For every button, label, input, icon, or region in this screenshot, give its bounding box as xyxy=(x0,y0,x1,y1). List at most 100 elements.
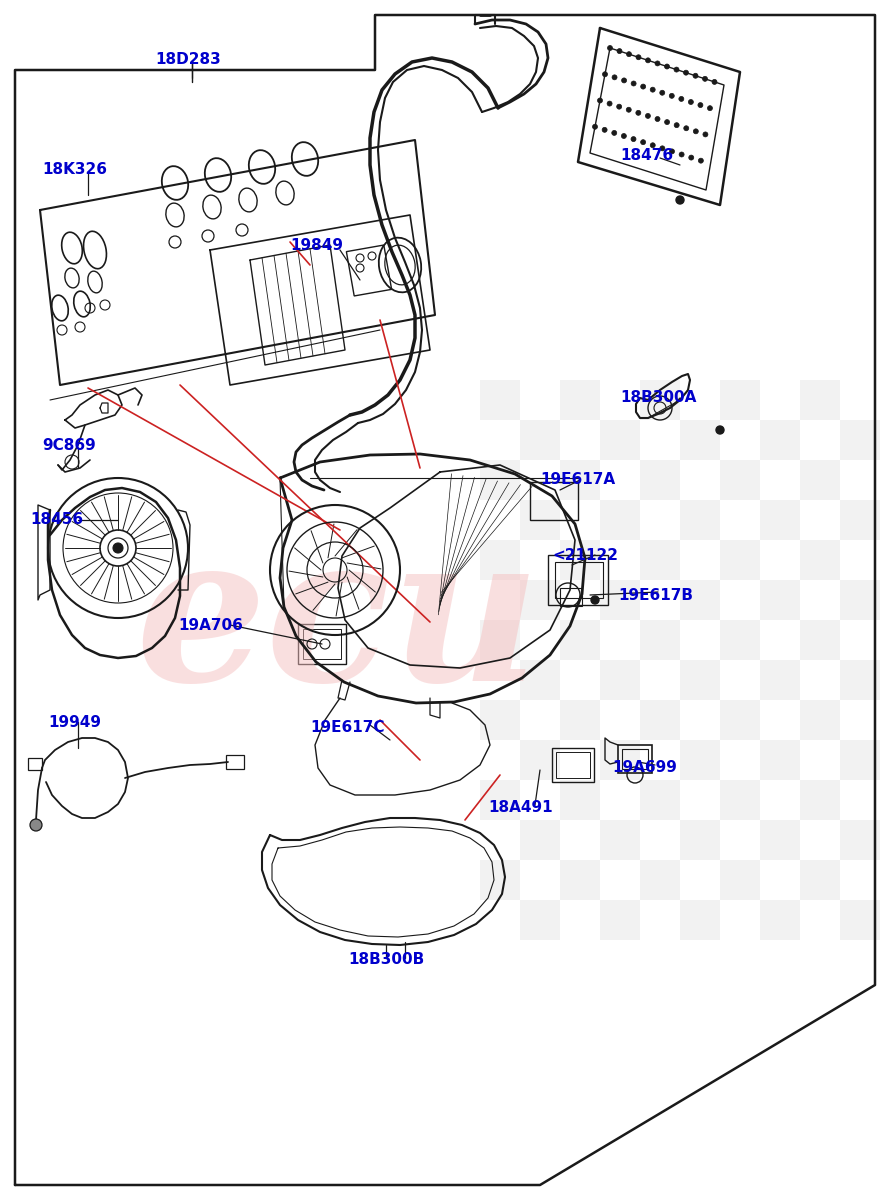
Bar xyxy=(800,620,840,660)
Circle shape xyxy=(684,70,688,76)
Bar xyxy=(520,660,560,700)
Circle shape xyxy=(674,122,679,127)
Circle shape xyxy=(591,596,599,604)
Circle shape xyxy=(655,116,660,121)
Circle shape xyxy=(702,77,708,82)
Bar xyxy=(530,482,578,520)
Circle shape xyxy=(622,133,626,138)
Circle shape xyxy=(660,146,665,151)
Circle shape xyxy=(678,96,684,102)
Text: <21122: <21122 xyxy=(552,548,618,563)
Circle shape xyxy=(622,78,627,83)
Bar xyxy=(480,460,520,500)
Circle shape xyxy=(616,104,622,109)
Circle shape xyxy=(655,61,660,66)
Circle shape xyxy=(684,126,689,131)
Bar xyxy=(680,820,720,860)
Bar xyxy=(640,700,680,740)
Bar xyxy=(840,820,880,860)
Bar xyxy=(520,900,560,940)
Text: 18B300A: 18B300A xyxy=(620,390,696,404)
Bar xyxy=(480,380,520,420)
Bar xyxy=(520,500,560,540)
Bar xyxy=(600,580,640,620)
Text: 18D283: 18D283 xyxy=(155,52,221,67)
Text: 18A491: 18A491 xyxy=(488,800,552,815)
Text: 19A706: 19A706 xyxy=(178,618,243,634)
Bar xyxy=(720,460,760,500)
Bar xyxy=(760,500,800,540)
Bar xyxy=(760,580,800,620)
Circle shape xyxy=(607,46,613,50)
Circle shape xyxy=(617,48,622,54)
Bar xyxy=(840,900,880,940)
Circle shape xyxy=(612,74,617,80)
Circle shape xyxy=(607,101,612,106)
Bar xyxy=(520,740,560,780)
Circle shape xyxy=(703,132,708,137)
Circle shape xyxy=(670,149,675,154)
Bar xyxy=(800,860,840,900)
Bar xyxy=(480,700,520,740)
Bar xyxy=(622,749,648,769)
Circle shape xyxy=(30,818,42,830)
Text: 19E617C: 19E617C xyxy=(310,720,385,734)
Bar xyxy=(556,752,590,778)
Text: ecu: ecu xyxy=(135,524,540,724)
Bar xyxy=(480,620,520,660)
Bar xyxy=(800,380,840,420)
Bar xyxy=(640,860,680,900)
Circle shape xyxy=(602,72,607,77)
Bar xyxy=(640,780,680,820)
Circle shape xyxy=(694,128,698,134)
Circle shape xyxy=(640,84,646,89)
Text: 19A699: 19A699 xyxy=(612,760,677,775)
Bar xyxy=(680,900,720,940)
Bar xyxy=(640,540,680,580)
Bar xyxy=(560,860,600,900)
Circle shape xyxy=(592,125,598,130)
Text: 9C869: 9C869 xyxy=(42,438,96,452)
Bar xyxy=(760,740,800,780)
Bar xyxy=(560,460,600,500)
Bar xyxy=(640,620,680,660)
Bar xyxy=(800,700,840,740)
Bar xyxy=(840,660,880,700)
Bar xyxy=(480,860,520,900)
Circle shape xyxy=(689,155,694,160)
Circle shape xyxy=(716,426,724,434)
Circle shape xyxy=(674,67,679,72)
Bar xyxy=(600,740,640,780)
Text: 19949: 19949 xyxy=(48,715,101,730)
Bar xyxy=(640,460,680,500)
Circle shape xyxy=(636,55,641,60)
Bar xyxy=(600,820,640,860)
Bar xyxy=(800,780,840,820)
Circle shape xyxy=(664,120,670,125)
Circle shape xyxy=(640,139,646,145)
Circle shape xyxy=(646,114,650,119)
Circle shape xyxy=(664,64,670,68)
Bar xyxy=(640,380,680,420)
Bar xyxy=(760,900,800,940)
Bar xyxy=(520,820,560,860)
Bar xyxy=(560,588,582,606)
Bar xyxy=(600,660,640,700)
Bar xyxy=(680,500,720,540)
Bar xyxy=(720,620,760,660)
Circle shape xyxy=(670,94,674,98)
Bar xyxy=(560,780,600,820)
Bar xyxy=(560,380,600,420)
Text: 18476: 18476 xyxy=(620,148,673,163)
Bar xyxy=(720,380,760,420)
Bar xyxy=(600,420,640,460)
Circle shape xyxy=(650,88,655,92)
Bar xyxy=(560,620,600,660)
Circle shape xyxy=(612,131,617,136)
Bar xyxy=(680,420,720,460)
Text: 18456: 18456 xyxy=(30,512,83,527)
Bar xyxy=(28,758,42,770)
Bar xyxy=(760,660,800,700)
Circle shape xyxy=(646,58,651,62)
Circle shape xyxy=(636,110,641,115)
